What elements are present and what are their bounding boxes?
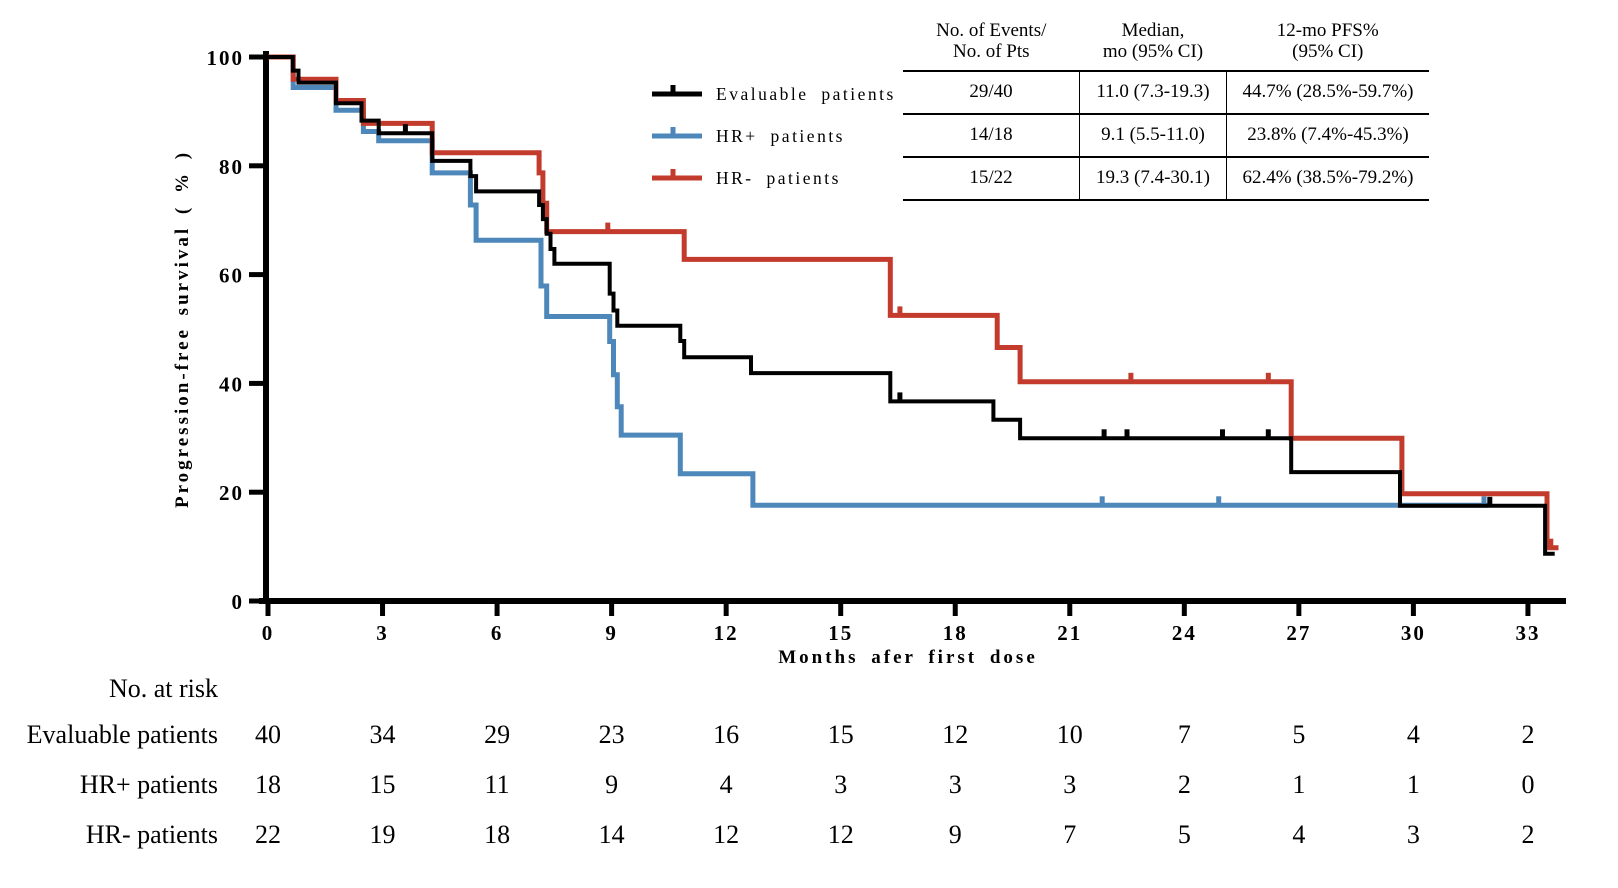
y-tick-label: 60 <box>219 264 244 288</box>
risk-value: 4 <box>1406 720 1420 749</box>
stats-cell: 44.7% (28.5%-59.7%) <box>1226 70 1429 115</box>
curve-hr-patients <box>268 54 1559 551</box>
risk-value: 9 <box>605 770 619 799</box>
legend-label-hr-patients: HR+ patients <box>716 126 845 146</box>
risk-value: 5 <box>1292 720 1306 749</box>
y-tick-label: 0 <box>232 590 245 614</box>
legend-label-evaluable-patients: Evaluable patients <box>716 84 896 104</box>
stats-cell: 11.0 (7.3-19.3) <box>1079 70 1227 115</box>
risk-value: 12 <box>942 720 969 749</box>
risk-table-title: No. at risk <box>108 674 218 703</box>
risk-value: 40 <box>255 720 281 749</box>
risk-value: 2 <box>1521 820 1535 849</box>
risk-value: 23 <box>598 720 625 749</box>
x-tick-label: 6 <box>491 621 504 645</box>
x-tick-label: 12 <box>714 621 739 645</box>
x-axis-title: Months afer first dose <box>778 647 1038 668</box>
curve-evaluable-patients <box>268 55 1555 556</box>
y-axis-title: Progression-free survival ( % ) <box>172 150 193 508</box>
risk-value: 5 <box>1177 820 1191 849</box>
risk-value: 1 <box>1406 770 1420 799</box>
stats-header: Median, mo (95% CI) <box>1079 18 1227 72</box>
risk-value: 3 <box>1406 820 1420 849</box>
risk-value: 15 <box>369 770 396 799</box>
risk-value: 10 <box>1056 720 1083 749</box>
risk-row: Evaluable patients 40 34 29 23 16 15 12 10 7 5 4 2 <box>0 718 1618 752</box>
risk-value: 18 <box>484 820 511 849</box>
risk-value: 1 <box>1292 770 1306 799</box>
stats-row: 15/22 19.3 (7.4-30.1) 62.4% (38.5%-79.2%) <box>903 156 1429 201</box>
risk-value: 3 <box>1063 770 1077 799</box>
y-tick-label: 40 <box>219 372 244 396</box>
risk-value: 15 <box>827 720 854 749</box>
risk-value: 11 <box>484 770 510 799</box>
x-tick-label: 30 <box>1401 621 1426 645</box>
y-tick-label: 20 <box>219 481 244 505</box>
legend-label-hr-patients: HR- patients <box>716 168 841 188</box>
risk-value: 29 <box>484 720 511 749</box>
stats-table-header-row: No. of Events/ No. of Pts Median, mo (95%… <box>903 18 1429 72</box>
x-tick-label: 18 <box>943 621 968 645</box>
risk-value: 14 <box>598 820 625 849</box>
risk-row-label: HR- patients <box>85 820 218 849</box>
risk-value: 12 <box>713 820 740 849</box>
risk-value: 7 <box>1177 720 1191 749</box>
x-tick-label: 27 <box>1286 621 1311 645</box>
stats-cell: 19.3 (7.4-30.1) <box>1079 156 1227 201</box>
stats-cell: 23.8% (7.4%-45.3%) <box>1226 113 1429 158</box>
risk-table-title-row: No. at risk <box>0 672 1618 706</box>
risk-row: HR- patients 22 19 18 14 12 12 9 7 5 4 3 2 <box>0 818 1618 852</box>
risk-value: 3 <box>834 770 848 799</box>
risk-value: 19 <box>369 820 396 849</box>
stats-cell: 14/18 <box>903 113 1080 158</box>
risk-value: 4 <box>719 770 733 799</box>
stats-cell: 62.4% (38.5%-79.2%) <box>1226 156 1429 201</box>
risk-value: 2 <box>1521 720 1535 749</box>
risk-value: 7 <box>1063 820 1077 849</box>
stats-row: 14/18 9.1 (5.5-11.0) 23.8% (7.4%-45.3%) <box>903 113 1429 158</box>
stats-cell: 9.1 (5.5-11.0) <box>1079 113 1227 158</box>
risk-value: 2 <box>1177 770 1191 799</box>
y-tick-label: 100 <box>207 46 245 70</box>
x-tick-label: 3 <box>376 621 389 645</box>
risk-value: 16 <box>713 720 740 749</box>
km-chart: 0 3 6 9 12 15 18 21 24 27 30 33 0 20 40 60 80 100 Months a… <box>172 46 1566 668</box>
stats-cell: 15/22 <box>903 156 1080 201</box>
risk-value: 3 <box>948 770 962 799</box>
x-tick-label: 21 <box>1057 621 1082 645</box>
risk-row-label: HR+ patients <box>79 770 218 799</box>
risk-value: 34 <box>369 720 396 749</box>
risk-row-label: Evaluable patients <box>26 720 218 749</box>
stats-header: 12-mo PFS% (95% CI) <box>1226 18 1429 72</box>
risk-value: 12 <box>827 820 854 849</box>
stats-table: No. of Events/ No. of Pts Median, mo (95%… <box>903 18 1429 201</box>
stats-cell: 29/40 <box>903 70 1080 115</box>
x-tick-label: 0 <box>262 621 275 645</box>
risk-value: 0 <box>1521 770 1535 799</box>
x-tick-label: 9 <box>605 621 618 645</box>
y-tick-label: 80 <box>219 155 244 179</box>
risk-value: 9 <box>948 820 962 849</box>
x-tick-label: 33 <box>1515 621 1540 645</box>
risk-value: 4 <box>1292 820 1306 849</box>
stats-header: No. of Events/ No. of Pts <box>903 18 1080 72</box>
risk-value: 18 <box>255 770 281 799</box>
x-tick-label: 15 <box>828 621 853 645</box>
stats-row: 29/40 11.0 (7.3-19.3) 44.7% (28.5%-59.7%) <box>903 70 1429 115</box>
x-tick-label: 24 <box>1172 621 1197 645</box>
risk-value: 22 <box>255 820 281 849</box>
risk-row: HR+ patients 18 15 11 9 4 3 3 3 2 1 1 0 <box>0 768 1618 802</box>
